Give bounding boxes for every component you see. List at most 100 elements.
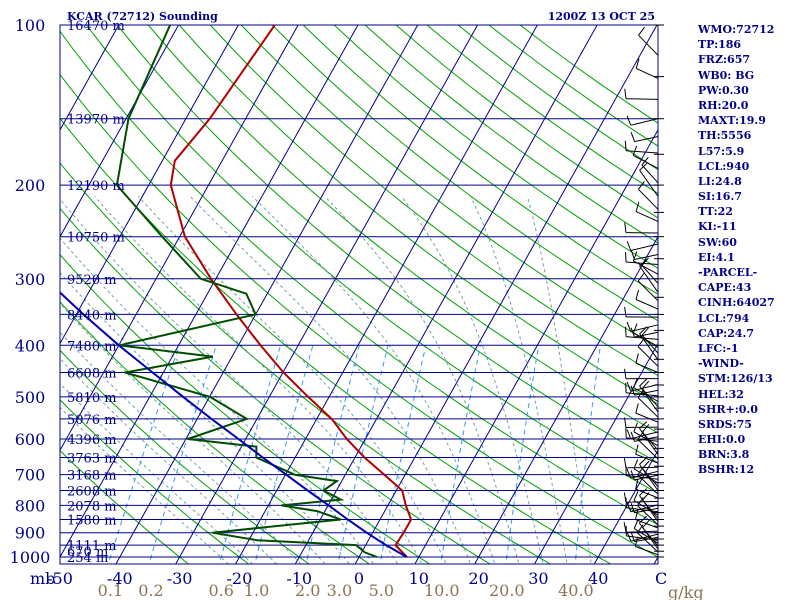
wind-barb-flag — [625, 326, 627, 337]
isotherm-line — [474, 235, 658, 564]
temperature-tick-label: -20 — [227, 569, 253, 588]
pressure-tick-label: 100 — [15, 16, 46, 35]
isotherm-line — [234, 25, 538, 564]
moist-adiabat-line — [470, 196, 568, 564]
wind-barb-flag — [626, 115, 632, 126]
wind-barb — [630, 118, 659, 126]
mixing-ratio-line — [379, 345, 427, 564]
dry-adiabat-line — [60, 449, 190, 564]
height-label: 8440 m — [67, 308, 117, 323]
pressure-tick-label: 600 — [15, 430, 46, 449]
wind-barb — [638, 34, 659, 56]
height-label: 2078 m — [67, 499, 117, 514]
wind-barb-flag — [635, 479, 639, 490]
dry-adiabat-line — [60, 253, 431, 564]
wind-barb-flag — [624, 88, 627, 99]
mixing-ratio-tick-label: 2.0 — [295, 581, 320, 600]
wind-barb — [639, 385, 659, 413]
wind-barb — [630, 384, 659, 392]
pressure-tick-label: 400 — [15, 336, 46, 355]
height-label: 3168 m — [67, 469, 117, 484]
pressure-tick-label: 300 — [15, 270, 46, 289]
sounding-index-item: EI:4.1 — [698, 250, 735, 264]
wind-barb — [634, 331, 659, 338]
mixing-ratio-line — [505, 345, 540, 564]
mixing-ratio-tick-label: 3.0 — [327, 581, 352, 600]
wind-barb — [635, 299, 659, 310]
wind-barb — [630, 324, 659, 332]
dry-adiabat-line — [60, 399, 250, 564]
wind-barb-flag — [638, 180, 645, 190]
pressure-tick-label: 900 — [15, 524, 46, 543]
sounding-index-item: CAPE:43 — [698, 281, 752, 295]
wind-barb-flag — [639, 378, 648, 387]
wind-barb-flag — [630, 431, 635, 442]
dry-adiabat-line — [60, 30, 658, 526]
wind-barb — [637, 397, 659, 418]
wind-barb — [635, 488, 659, 499]
wind-barb-flag — [624, 222, 627, 233]
wind-barb-flag — [626, 241, 632, 251]
wind-barb — [634, 474, 659, 481]
mixing-ratio-tick-label: 5.0 — [369, 581, 394, 600]
pressure-tick-label: 800 — [15, 496, 46, 515]
wind-barb-flag — [639, 457, 648, 465]
moist-adiabat-line — [94, 196, 423, 564]
mixing-ratio-tick-label: 0.2 — [138, 581, 163, 600]
wind-barb-flag — [624, 306, 627, 317]
height-label: 2608 m — [67, 485, 117, 500]
temperature-tick-label: 20 — [468, 569, 488, 588]
wind-barb-flag — [626, 468, 632, 479]
sounding-index-item: WB0: BG — [698, 68, 755, 82]
mixing-ratio-tick-label: 10.0 — [424, 581, 460, 600]
wind-barb-flag — [624, 368, 627, 379]
wind-barb — [633, 332, 659, 347]
height-label: 1111 m — [67, 539, 117, 554]
height-label: 5076 m — [67, 413, 117, 428]
dry-adiabat-line — [147, 25, 658, 434]
sounding-index-item: FRZ:657 — [698, 53, 751, 67]
parcel-line — [60, 291, 408, 558]
wind-barb-flag — [630, 249, 635, 260]
mixing-ratio-line — [148, 345, 217, 564]
wind-barb-flag — [630, 132, 636, 142]
wind-barb — [630, 431, 659, 440]
wind-barb — [635, 211, 659, 222]
isotherm-line — [175, 25, 479, 564]
wind-barb-flag — [635, 509, 639, 520]
mixing-ratio-tick-label: 40.0 — [558, 581, 594, 600]
wind-barb — [632, 154, 659, 169]
isotherm-line — [60, 25, 359, 559]
wind-barb — [642, 499, 659, 519]
wind-barb-flag — [641, 380, 650, 390]
sounding-index-item: CINH:64027 — [698, 296, 775, 310]
wind-barb — [635, 412, 659, 423]
wind-barb-flag — [626, 381, 632, 392]
wind-barb-flag — [626, 429, 632, 439]
wind-barb-flag — [630, 327, 635, 338]
height-label: 7480 m — [67, 339, 117, 354]
wind-barb-flag — [633, 323, 638, 334]
wind-barb — [634, 436, 659, 442]
isobars — [59, 24, 659, 565]
moist-adiabat-line — [252, 196, 496, 564]
moist-adiabat-line — [60, 198, 399, 564]
dry-adiabat-line — [178, 25, 658, 405]
wind-barb — [639, 265, 659, 293]
wind-barb — [626, 507, 659, 513]
wind-barb-flag — [623, 522, 627, 533]
wind-barb-flag — [623, 492, 627, 503]
wind-barb — [630, 504, 659, 513]
pressure-tick-label: 1000 — [10, 548, 51, 567]
dry-adiabat-line — [60, 207, 491, 564]
wind-barb-flag — [635, 58, 640, 69]
wind-barb — [635, 67, 659, 79]
dry-adiabats — [60, 25, 658, 564]
wind-barb — [635, 453, 659, 464]
isotherm-line — [354, 25, 658, 564]
wind-barb-flag — [623, 457, 627, 468]
height-label: 10750 m — [67, 231, 125, 246]
sounding-indices: WMO:72712 TP:186 FRZ:657 WB0: BG PW:0.30 RH:2… — [698, 22, 775, 478]
wind-barb — [635, 546, 659, 556]
mixing-ratio-line — [440, 345, 481, 564]
